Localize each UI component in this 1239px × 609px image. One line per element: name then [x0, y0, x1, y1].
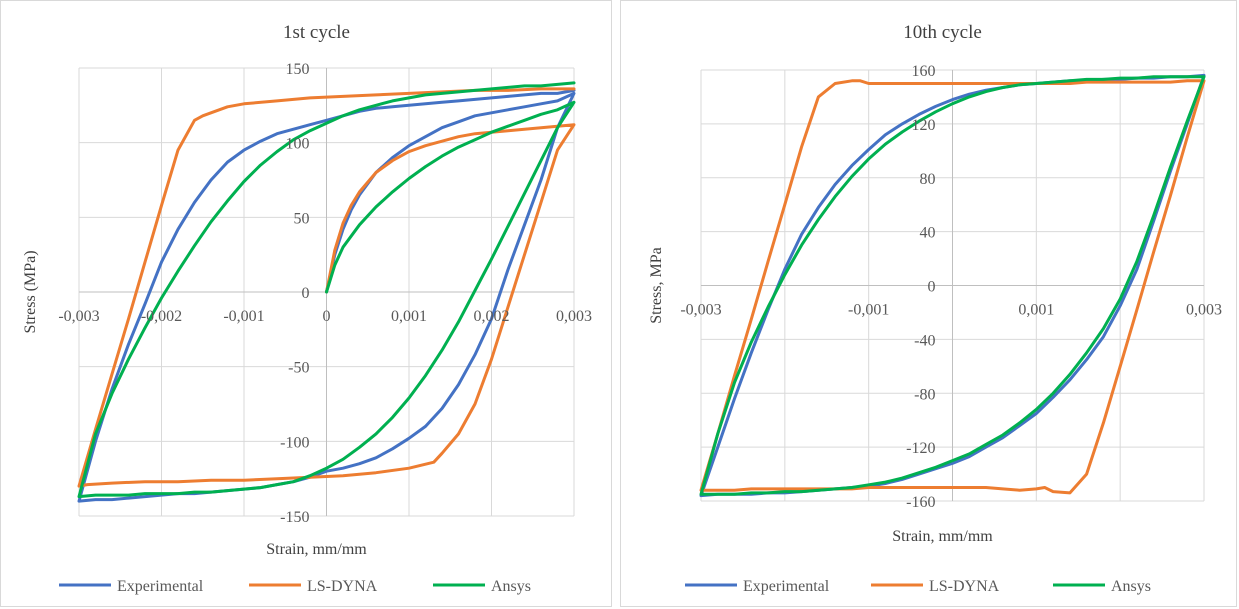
x-tick-label: -0,001: [848, 302, 889, 319]
y-tick-label: -80: [914, 386, 935, 403]
legend: Experimental LS-DYNA Ansys: [59, 578, 531, 595]
y-tick-label: 40: [920, 225, 936, 242]
chart-1st-cycle-svg: -0,003 -0,002 -0,001 0 0,001 0,002 0,003 -150 -1…: [22, 22, 592, 595]
y-tick-label: 0: [302, 285, 310, 302]
series-line-ls-dyna: [77, 87, 576, 488]
legend-label-ls-dyna: LS-DYNA: [307, 578, 378, 595]
legend-item-ansys: Ansys: [1053, 578, 1151, 595]
y-axis-label: Stress (MPa): [22, 250, 39, 333]
chart-title: 10th cycle: [903, 22, 982, 43]
y-tick-label: -100: [280, 434, 309, 451]
y-tick-label: 100: [286, 136, 310, 153]
x-tick-label: 0: [323, 308, 331, 325]
x-axis-label: Strain, mm/mm: [266, 541, 367, 558]
legend: Experimental LS-DYNA Ansys: [685, 578, 1151, 595]
y-tick-label: 80: [920, 171, 936, 188]
chart-panel-10th-cycle: -0,003 -0,001 0,001 0,003 -160 -120 -80 -40 0 40 8…: [620, 0, 1237, 607]
legend-item-experimental: Experimental: [59, 578, 204, 595]
legend-item-ansys: Ansys: [433, 578, 531, 595]
x-axis-label: Strain, mm/mm: [892, 528, 993, 545]
y-tick-label: 50: [294, 210, 310, 227]
x-tick-label: -0,002: [141, 308, 182, 325]
series-line-ansys: [699, 75, 1206, 496]
y-tick-label: 150: [286, 61, 310, 78]
x-tick-label: -0,003: [58, 308, 99, 325]
legend-label-ls-dyna: LS-DYNA: [929, 578, 1000, 595]
y-tick-label: -40: [914, 332, 935, 349]
legend-item-experimental: Experimental: [685, 578, 830, 595]
legend-label-experimental: Experimental: [117, 578, 204, 595]
legend-label-ansys: Ansys: [491, 578, 531, 595]
legend-item-ls-dyna: LS-DYNA: [249, 578, 378, 595]
y-tick-label: 120: [912, 117, 936, 134]
series-line-ansys: [77, 81, 576, 499]
chart-panel-1st-cycle: -0,003 -0,002 -0,001 0 0,001 0,002 0,003 -150 -1…: [0, 0, 612, 607]
x-tick-label: 0,003: [1186, 302, 1222, 319]
x-tick-label: 0,001: [1018, 302, 1054, 319]
y-tick-label: -120: [906, 440, 935, 457]
x-tick-label: 0,002: [474, 308, 510, 325]
chart-10th-cycle-svg: -0,003 -0,001 0,001 0,003 -160 -120 -80 -40 0 40 8…: [648, 22, 1222, 595]
y-tick-label: 160: [912, 63, 936, 80]
y-tick-label: -50: [288, 360, 309, 377]
y-tick-label: -150: [280, 509, 309, 526]
y-axis-label: Stress, MPa: [648, 247, 665, 323]
y-tick-label: -160: [906, 494, 935, 511]
x-tick-label: -0,003: [680, 302, 721, 319]
legend-label-experimental: Experimental: [743, 578, 830, 595]
y-tick-label: 0: [928, 279, 936, 296]
x-tick-label: -0,001: [223, 308, 264, 325]
x-tick-label: 0,003: [556, 308, 592, 325]
legend-label-ansys: Ansys: [1111, 578, 1151, 595]
x-tick-label: 0,001: [391, 308, 427, 325]
chart-title: 1st cycle: [283, 22, 350, 43]
legend-item-ls-dyna: LS-DYNA: [871, 578, 1000, 595]
